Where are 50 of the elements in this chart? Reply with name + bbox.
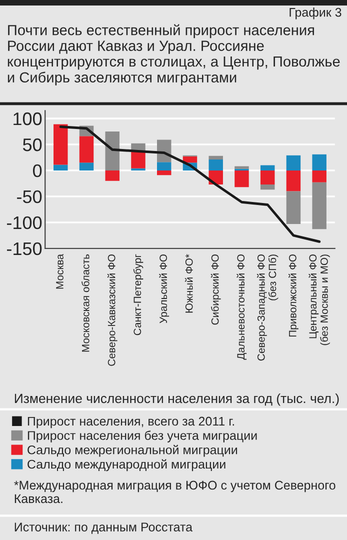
bar: [260, 165, 275, 170]
chart-subtitle: График 3: [290, 8, 342, 20]
bar: [54, 164, 68, 170]
y-tick-label: -50: [17, 190, 42, 204]
x-tick-label: Центральный ФО (без Москвы и МО): [308, 254, 330, 346]
chart-title: Почти весь естественный прирост населения России дают Кавказ и Урал. Россияне концентрируются в столицах, а Центр, Поволжье и Сибирь заселяются мигрантами: [8, 24, 340, 86]
bar: [79, 162, 94, 170]
y-tick-label: 100: [14, 112, 42, 126]
y-tick-label: -150: [7, 242, 42, 256]
bar: [312, 182, 326, 230]
bar: [54, 124, 68, 165]
text: *Международная миграция в ЮФО с учетом Северного Кавказа.: [14, 480, 336, 504]
x-tick-label: Северо-Кавказский ФО: [107, 254, 118, 366]
x-tick-label: Уральский ФО: [159, 254, 170, 324]
bar: [131, 143, 146, 151]
x-tick-label: Приволжский ФО: [288, 254, 298, 337]
x-axis-title: Изменение численности населения за год (тыс. чел.): [14, 393, 339, 406]
bar: [234, 166, 249, 169]
bar: [234, 170, 249, 188]
bar: [208, 160, 223, 170]
x-tick-label: Южный ФО*: [184, 254, 193, 313]
text: Источник: по данным Росстата: [14, 522, 193, 534]
x-tick-label: Северо-Западный ФО (без СПб): [256, 254, 278, 361]
bar: [312, 170, 326, 182]
bar: [260, 170, 275, 184]
bar: [208, 156, 223, 160]
y-tick-label: -100: [7, 216, 42, 230]
bar: [182, 156, 198, 163]
line-series: [59, 126, 321, 243]
x-tick-label: Москва: [56, 254, 64, 289]
bar: [79, 136, 94, 163]
bar: [286, 155, 301, 170]
y-tick-label: 0: [32, 164, 42, 178]
legend-label: Прирост населения без учета миграции: [28, 430, 257, 442]
x-tick-label: Московская область: [82, 254, 90, 352]
legend-label: Сальдо межрегиональной миграции: [28, 444, 238, 457]
x-tick-label: Санкт-Петербург: [133, 254, 144, 336]
y-tick-label: 50: [22, 138, 42, 152]
bar: [157, 170, 172, 176]
bar: [286, 170, 301, 192]
bar: [312, 154, 326, 170]
bar: [157, 162, 172, 170]
legend-label: Сальдо международной миграции: [28, 459, 226, 472]
x-tick-label: Дальневосточный ФО: [236, 254, 247, 360]
bar: [286, 191, 301, 224]
bar: [260, 184, 275, 190]
bar: [105, 170, 120, 181]
x-tick-label: Сибирский ФО: [210, 254, 221, 325]
legend-label: Прирост населения, всего за 2011 г.: [28, 416, 234, 428]
bar: [105, 131, 120, 170]
